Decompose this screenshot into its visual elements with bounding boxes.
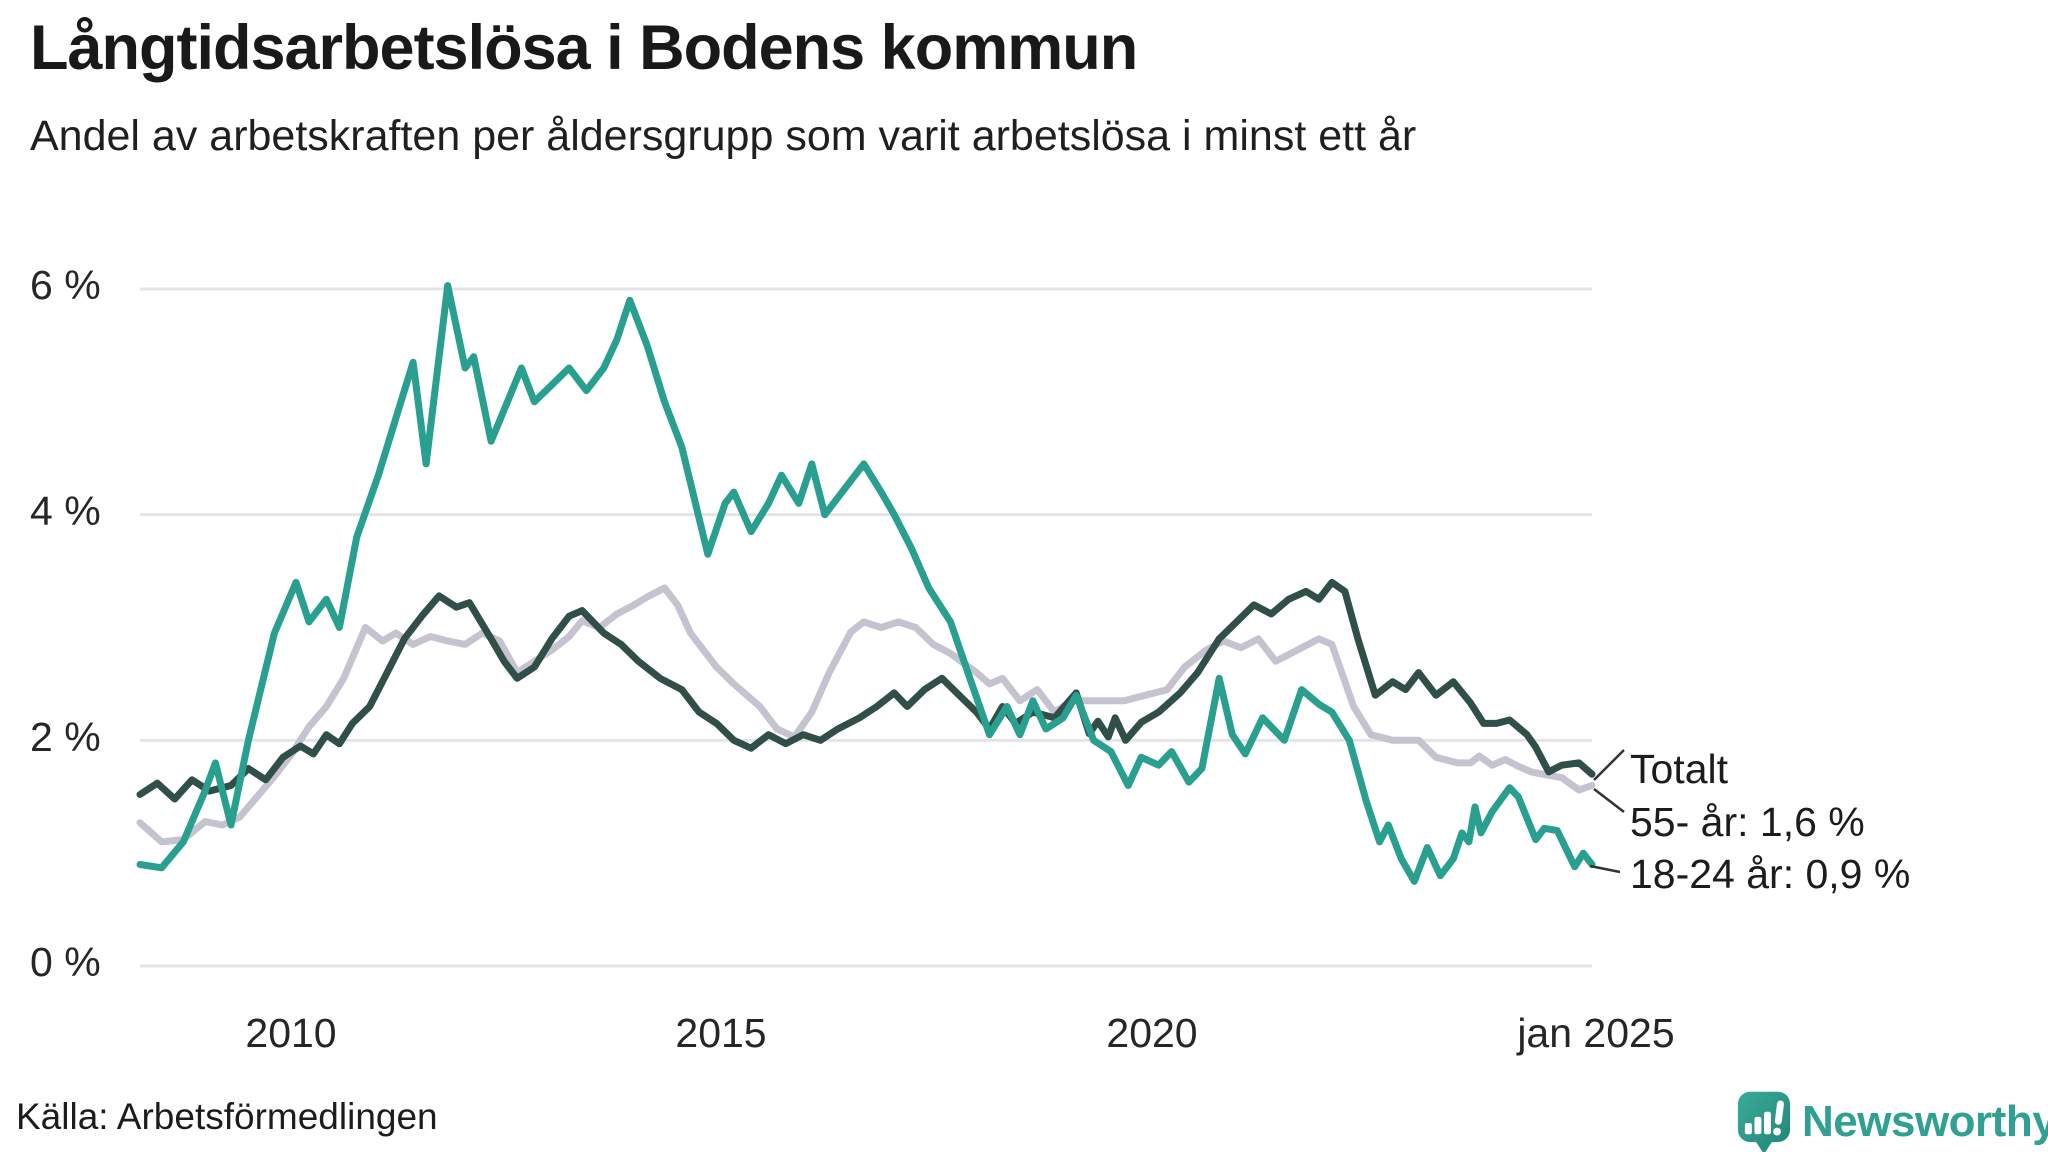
y-axis-label-4: 4 % (30, 488, 101, 534)
series-line-18-24r (136, 282, 1596, 885)
connector-55 (1593, 788, 1625, 813)
y-axis-label-2: 2 % (30, 714, 101, 760)
x-axis-label-2010: 2010 (245, 1010, 337, 1056)
y-axis-label-6: 6 % (30, 262, 101, 308)
x-axis-label-2020: 2020 (1106, 1010, 1198, 1056)
series-label-18-24: 18-24 år: 0,9 % (1630, 851, 1911, 897)
y-axis-label-0: 0 % (30, 939, 101, 985)
x-axis-label-jan-2025: jan 2025 (1517, 1010, 1675, 1056)
series-label-55: 55- år: 1,6 % (1630, 799, 1865, 845)
connector-18-24 (1589, 864, 1621, 874)
exclamation-glyph (1773, 1100, 1784, 1136)
series-line-55-r (136, 584, 1596, 846)
series-line-Totalt (136, 578, 1596, 803)
series-label-totalt: Totalt (1630, 746, 1728, 792)
gridlines (140, 287, 1592, 968)
bar-chart-glyph (1744, 1100, 1784, 1136)
source-credit: Källa: Arbetsförmedlingen (16, 1096, 438, 1137)
page-title: Långtidsarbetslösa i Bodens kommun (30, 13, 1138, 83)
callout-connectors (1589, 749, 1625, 874)
brand-name: Newsworthy (1802, 1097, 2048, 1146)
page-subtitle: Andel av arbetskraften per åldersgrupp s… (30, 112, 1417, 160)
connector-totalt (1593, 749, 1625, 781)
speech-bubble-bar-chart-icon (1737, 1091, 1791, 1152)
x-axis-label-2015: 2015 (675, 1010, 767, 1056)
data-lines (136, 282, 1596, 885)
